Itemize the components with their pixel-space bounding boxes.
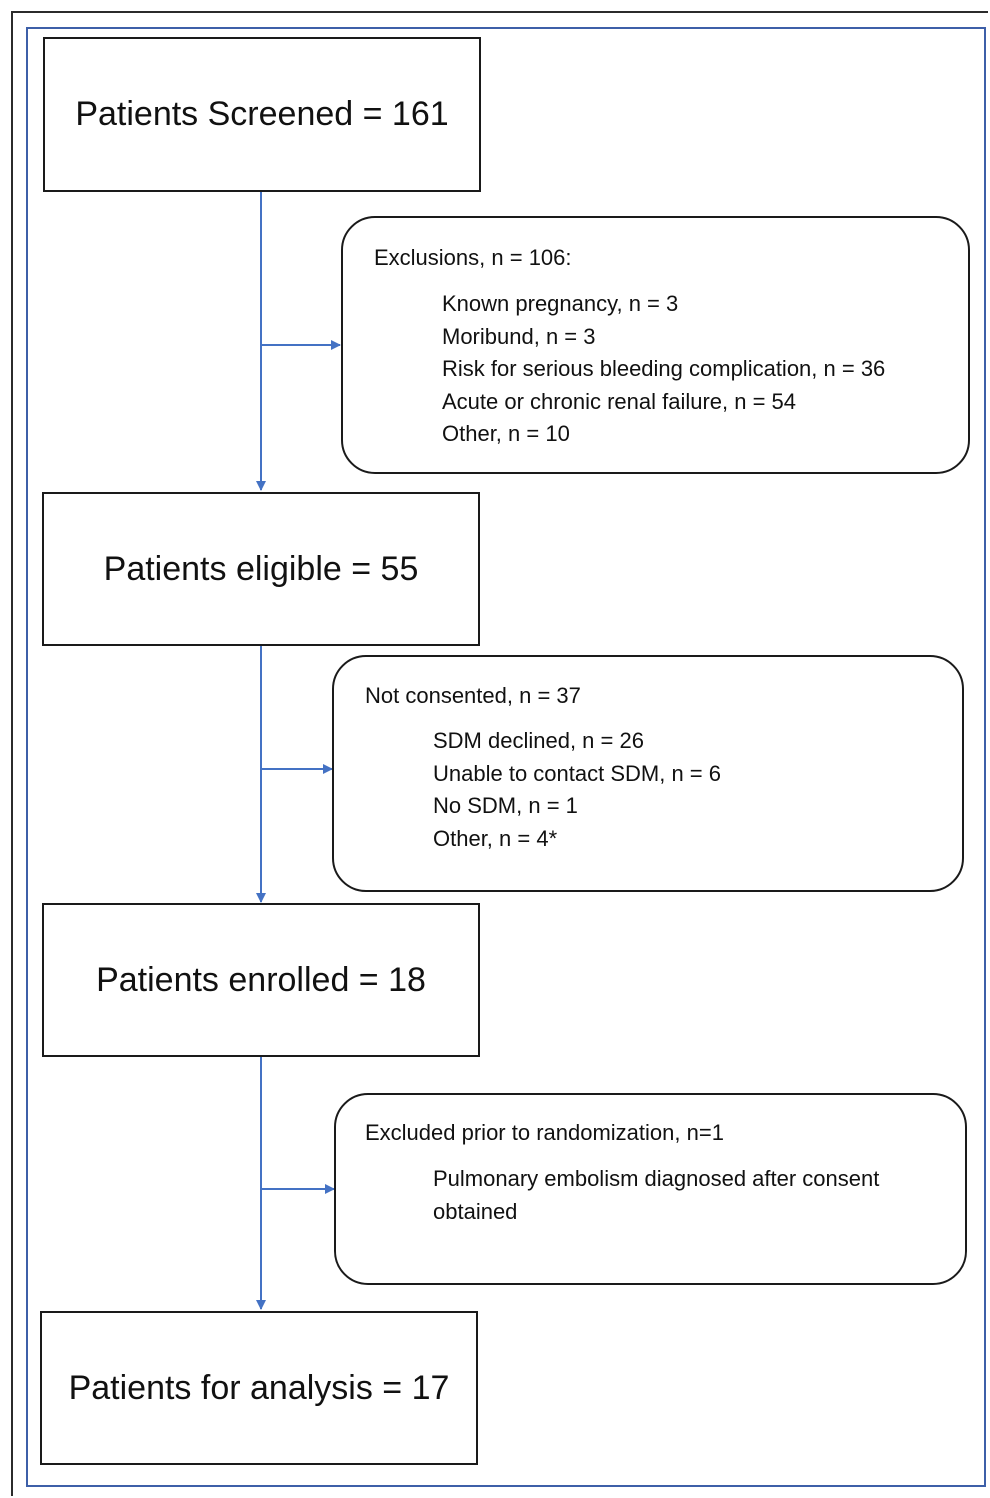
not-consented-box: Not consented, n = 37 SDM declined, n = … bbox=[332, 655, 964, 892]
list-item: Pulmonary embolism diagnosed after conse… bbox=[433, 1166, 880, 1224]
list-item: Acute or chronic renal failure, n = 54 bbox=[442, 388, 797, 414]
list-item: Unable to contact SDM, n = 6 bbox=[433, 760, 721, 786]
patients-enrolled-label: Patients enrolled = 18 bbox=[96, 960, 426, 999]
list-item: Moribund, n = 3 bbox=[442, 323, 596, 349]
patients-analysis-label: Patients for analysis = 17 bbox=[68, 1368, 450, 1407]
diagram-frame bbox=[26, 27, 986, 1487]
patients-eligible-box: Patients eligible = 55 bbox=[42, 492, 480, 646]
list-item: Risk for serious bleeding complication, … bbox=[442, 356, 886, 381]
patients-analysis-box: Patients for analysis = 17 bbox=[40, 1311, 478, 1465]
not-consented-title: Not consented, n = 37 bbox=[365, 683, 581, 708]
not-consented-list: SDM declined, n = 26 Unable to contact S… bbox=[433, 725, 721, 855]
patients-enrolled-box: Patients enrolled = 18 bbox=[42, 903, 480, 1057]
list-item: SDM declined, n = 26 bbox=[433, 728, 644, 753]
outer-frame bbox=[11, 11, 988, 1496]
exclusions-title: Exclusions, n = 106: bbox=[374, 245, 572, 270]
excluded-prior-box: Excluded prior to randomization, n=1 Pul… bbox=[334, 1093, 967, 1285]
patients-screened-label: Patients Screened = 161 bbox=[75, 95, 449, 133]
exclusions-list: Known pregnancy, n = 3 Moribund, n = 3 R… bbox=[442, 288, 885, 451]
patients-screened-box: Patients Screened = 161 bbox=[43, 37, 481, 192]
list-item: Other, n = 4* bbox=[433, 825, 558, 851]
excluded-prior-title: Excluded prior to randomization, n=1 bbox=[365, 1120, 724, 1145]
list-item: Known pregnancy, n = 3 bbox=[442, 291, 679, 316]
exclusions-box: Exclusions, n = 106: Known pregnancy, n … bbox=[341, 216, 970, 474]
list-item: Other, n = 10 bbox=[442, 421, 570, 446]
list-item: No SDM, n = 1 bbox=[433, 793, 578, 818]
patients-eligible-label: Patients eligible = 55 bbox=[103, 549, 419, 588]
excluded-prior-list: Pulmonary embolism diagnosed after conse… bbox=[433, 1163, 943, 1228]
